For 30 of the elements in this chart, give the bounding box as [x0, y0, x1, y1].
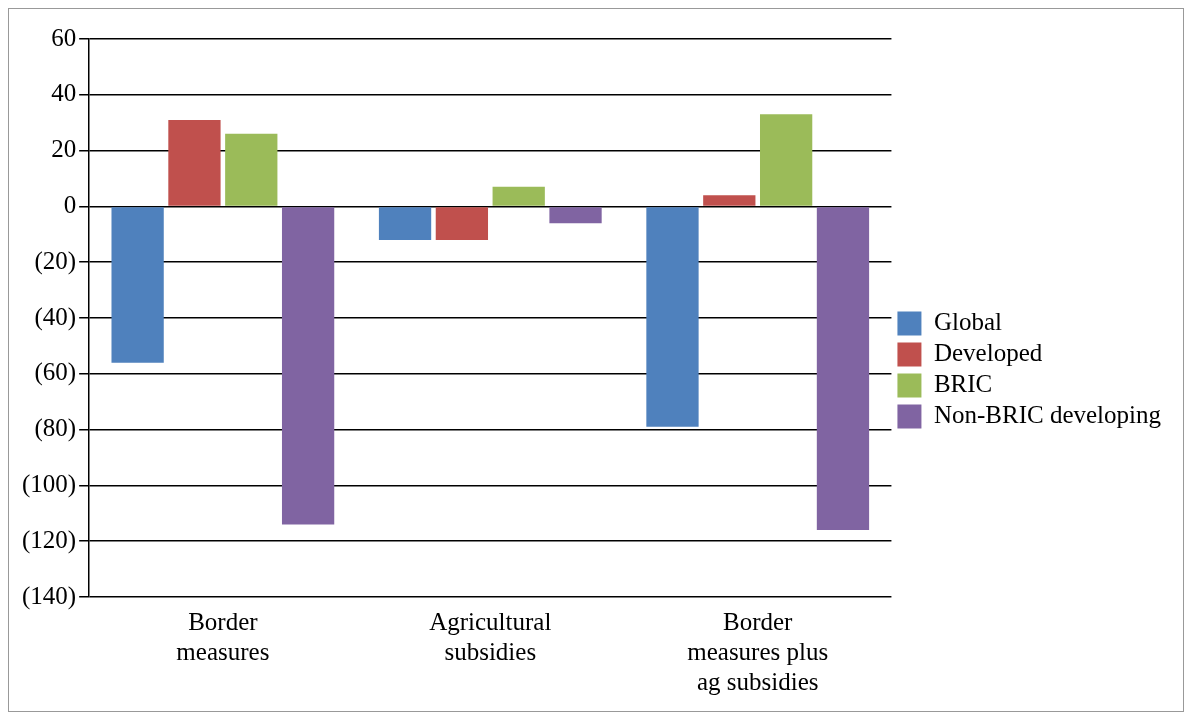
bar — [435, 207, 489, 240]
y-tick-label: (120) — [21, 525, 77, 554]
x-tick-label: Border measures plus ag subsidies — [687, 607, 829, 695]
y-tick-label: (80) — [34, 414, 77, 443]
bar — [378, 207, 432, 240]
bar — [111, 207, 164, 363]
y-tick-label: (20) — [34, 246, 77, 275]
legend-label: Non-BRIC developing — [933, 401, 1162, 429]
bar — [816, 207, 870, 531]
bar — [225, 133, 278, 206]
bar — [703, 195, 756, 206]
legend-label: Developed — [933, 339, 1043, 367]
y-tick-label: (100) — [21, 469, 77, 498]
y-tick-label: 60 — [51, 23, 77, 51]
legend-label: BRIC — [933, 370, 993, 398]
bar — [646, 207, 699, 427]
bar — [492, 186, 545, 206]
y-tick-label: (140) — [21, 581, 77, 610]
y-tick-label: (60) — [34, 358, 77, 387]
bar — [549, 207, 602, 224]
x-tick-label: Border measures — [176, 607, 270, 665]
y-tick-label: (40) — [34, 302, 77, 331]
bar — [168, 119, 221, 206]
x-tick-label: Agricultural subsidies — [429, 607, 552, 665]
bar — [281, 207, 335, 525]
y-tick-label: 0 — [63, 190, 77, 218]
bar — [760, 114, 813, 206]
y-tick-label: 40 — [51, 79, 77, 107]
legend-label: Global — [933, 308, 1003, 336]
y-tick-label: 20 — [51, 135, 77, 163]
